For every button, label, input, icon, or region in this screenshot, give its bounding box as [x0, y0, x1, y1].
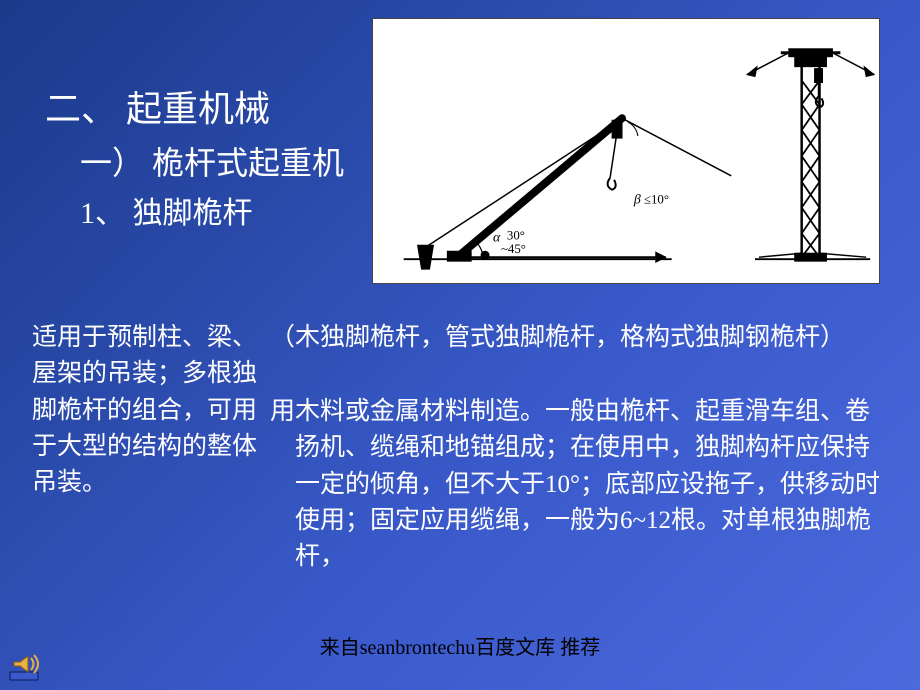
- left-paragraph: 适用于预制柱、梁、屋架的吊装；多根独脚桅杆的组合，可用于大型的结构的整体吊装。: [32, 320, 260, 501]
- crane-diagram-svg: α 30° ~45° β ≤10°: [373, 19, 879, 283]
- svg-text:~45°: ~45°: [501, 242, 526, 256]
- slide: 二、 起重机械 一） 桅杆式起重机 1、 独脚桅杆: [0, 0, 920, 690]
- svg-text:30°: 30°: [507, 228, 525, 242]
- heading-level-3: 1、 独脚桅杆: [80, 188, 253, 232]
- heading-level-1: 二、 起重机械: [45, 80, 270, 132]
- speaker-icon[interactable]: [8, 646, 44, 682]
- right-paragraph-1: （木独脚桅杆，管式独脚桅杆，格构式独脚钢桅杆）: [270, 320, 890, 356]
- svg-text:≤10°: ≤10°: [644, 193, 669, 207]
- svg-text:α: α: [493, 230, 501, 245]
- footer-attribution: 来自seanbrontechu百度文库 推荐: [0, 631, 920, 660]
- heading-level-2: 一） 桅杆式起重机: [80, 138, 344, 184]
- mast-crane-figure: α 30° ~45° β ≤10°: [372, 18, 880, 284]
- svg-text:β: β: [633, 193, 641, 208]
- right-paragraph-2: 用木料或金属材料制造。一般由桅杆、起重滑车组、卷扬机、缆绳和地锚组成；在使用中，…: [270, 394, 890, 575]
